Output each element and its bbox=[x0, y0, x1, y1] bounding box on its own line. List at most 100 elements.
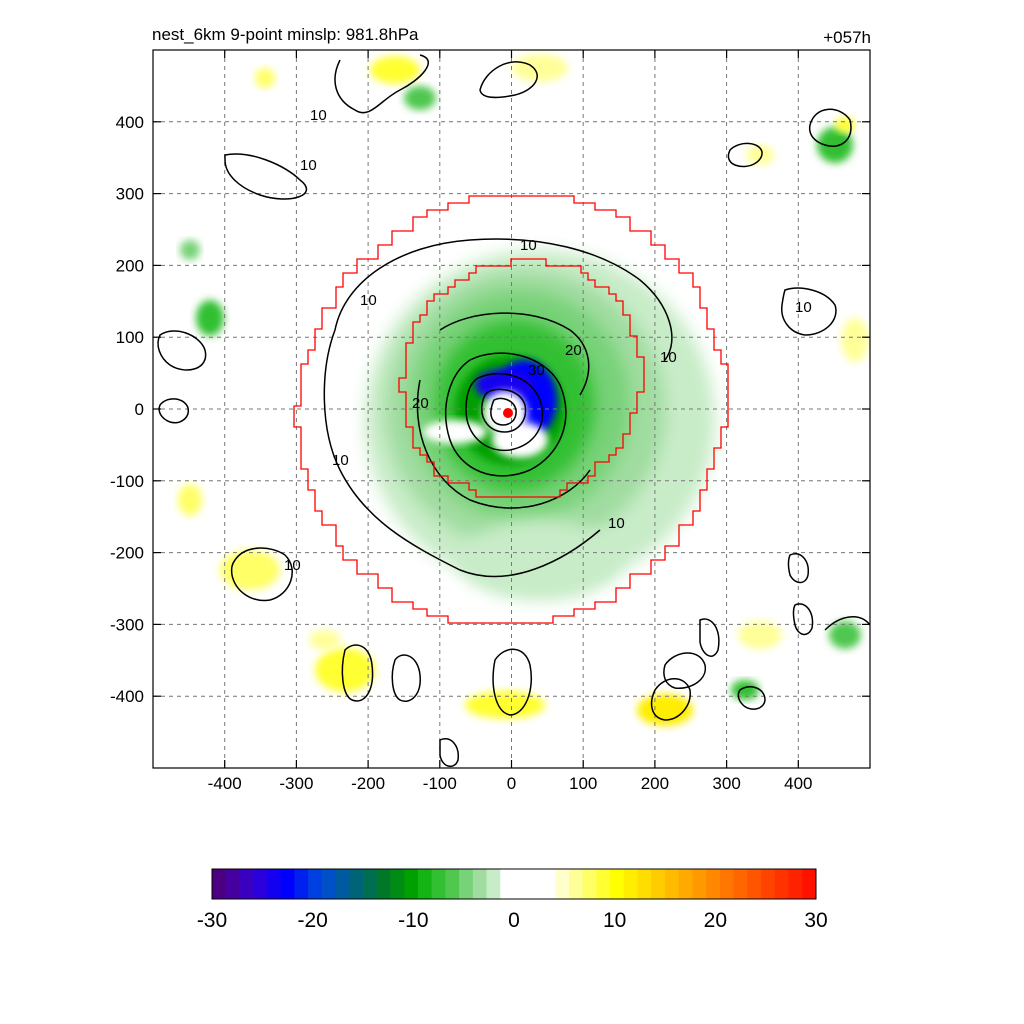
contour-line bbox=[341, 644, 374, 702]
colorbar-swatch bbox=[349, 869, 364, 899]
colorbar-swatch bbox=[802, 869, 817, 899]
field-blob bbox=[180, 240, 200, 260]
colorbar-swatch bbox=[719, 869, 735, 899]
field-blob bbox=[220, 550, 280, 590]
colorbar-swatch bbox=[335, 869, 350, 899]
contour-line bbox=[808, 108, 852, 147]
x-tick-label: 300 bbox=[712, 774, 740, 793]
field-blob bbox=[475, 369, 535, 401]
contour-line bbox=[230, 547, 293, 602]
colorbar-swatch bbox=[568, 869, 584, 899]
contour-label: 20 bbox=[565, 342, 582, 359]
outer-nest-boundary bbox=[293, 195, 729, 624]
colorbar-swatch bbox=[445, 869, 460, 899]
contour-line bbox=[490, 397, 517, 426]
colorbar-tick-label: -30 bbox=[197, 909, 227, 932]
y-tick-label: 400 bbox=[116, 113, 144, 132]
x-tick-label: -100 bbox=[423, 774, 457, 793]
contour-line bbox=[416, 379, 591, 509]
y-tick-label: -200 bbox=[110, 544, 144, 563]
contour-label: 10 bbox=[795, 299, 812, 316]
y-tick-label: 200 bbox=[116, 256, 144, 275]
field-blob bbox=[255, 68, 275, 88]
colorbar-swatch bbox=[692, 869, 707, 899]
colorbar-swatch bbox=[761, 869, 776, 899]
colorbar-swatch bbox=[363, 869, 378, 899]
colorbar-swatch bbox=[541, 869, 556, 899]
colorbar: -30 -20 -10 0 10 20 30 bbox=[197, 868, 828, 932]
contour-line bbox=[727, 142, 763, 168]
colorbar-tick-label: -10 bbox=[398, 909, 428, 932]
colorbar-tick-label: -20 bbox=[297, 909, 327, 932]
field-blob bbox=[423, 420, 487, 444]
contour-lines bbox=[157, 54, 870, 767]
contour-line bbox=[334, 54, 429, 114]
colorbar-tick-label: 10 bbox=[603, 909, 626, 932]
contour-line bbox=[824, 616, 870, 631]
field-blob bbox=[835, 117, 855, 133]
contour-label-group: 10 10 10 10 10 10 10 10 10 20 20 30 bbox=[284, 107, 812, 574]
contour-line bbox=[663, 652, 706, 689]
colorbar-swatch bbox=[637, 869, 652, 899]
colorbar-swatch bbox=[733, 869, 748, 899]
contour-line bbox=[439, 738, 459, 767]
colorbar-swatch bbox=[514, 869, 529, 899]
contour-line bbox=[699, 618, 720, 657]
contour-line bbox=[792, 603, 814, 636]
colorbar-swatch bbox=[596, 869, 611, 899]
colorbar-swatch bbox=[253, 869, 268, 899]
contour-line bbox=[439, 312, 590, 396]
field-blob bbox=[746, 145, 774, 165]
x-tick-label: 400 bbox=[784, 774, 812, 793]
colorbar-swatch bbox=[225, 869, 240, 899]
x-tick-label: -200 bbox=[351, 774, 385, 793]
colorbar-swatch bbox=[788, 869, 803, 899]
colorbar-swatch bbox=[459, 869, 474, 899]
colorbar-swatch bbox=[486, 869, 501, 899]
colorbar-swatch bbox=[321, 869, 337, 899]
colorbar-swatch bbox=[678, 869, 693, 899]
x-tick-label: -300 bbox=[279, 774, 313, 793]
contour-line bbox=[787, 553, 809, 584]
field-blob bbox=[465, 691, 545, 719]
field-blob bbox=[178, 484, 202, 516]
colorbar-tick-label: 30 bbox=[804, 909, 827, 932]
colorbar-tick-label: 0 bbox=[508, 909, 520, 932]
colorbar-swatch bbox=[212, 869, 227, 899]
field-blob bbox=[404, 86, 436, 110]
axes: -400 -300 -200 -100 0 100 200 300 40040030020010… bbox=[110, 50, 870, 793]
contour-label: 10 bbox=[660, 349, 677, 366]
contour-label: 10 bbox=[310, 107, 327, 124]
colorbar-swatch bbox=[472, 869, 488, 899]
y-tick-label: -300 bbox=[110, 615, 144, 634]
x-tick-label: 200 bbox=[641, 774, 669, 793]
contour-label: 10 bbox=[520, 237, 537, 254]
y-tick-label: -100 bbox=[110, 472, 144, 491]
field-blob bbox=[817, 127, 853, 163]
colorbar-swatch bbox=[404, 869, 419, 899]
colorbar-swatch bbox=[294, 869, 309, 899]
colorbar-swatch bbox=[266, 869, 282, 899]
field-blob bbox=[492, 422, 548, 458]
field-blob bbox=[196, 300, 224, 336]
contour-line bbox=[781, 287, 837, 336]
contour-label: 10 bbox=[332, 452, 349, 469]
contour-line bbox=[445, 352, 567, 477]
field-blob bbox=[738, 621, 782, 649]
contour-label: 20 bbox=[412, 395, 429, 412]
contour-label: 10 bbox=[300, 157, 317, 174]
y-tick-label: -400 bbox=[110, 687, 144, 706]
contour-line bbox=[465, 372, 544, 451]
colorbar-tick-label: 20 bbox=[704, 909, 727, 932]
colorbar-frame bbox=[211, 868, 817, 900]
nest-boundaries bbox=[293, 195, 729, 624]
contour-line bbox=[224, 153, 308, 200]
colorbar-swatch bbox=[308, 869, 323, 899]
field-blob bbox=[841, 318, 869, 362]
contour-line bbox=[157, 330, 207, 371]
contour-line bbox=[158, 398, 189, 424]
x-tick-label: -400 bbox=[208, 774, 242, 793]
y-tick-label: 100 bbox=[116, 328, 144, 347]
colorbar-swatch bbox=[774, 869, 790, 899]
